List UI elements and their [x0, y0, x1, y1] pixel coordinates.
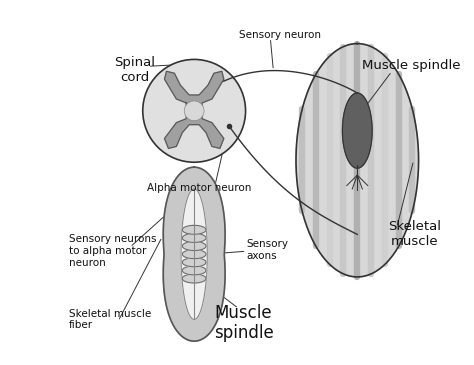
Text: Skeletal muscle
fiber: Skeletal muscle fiber [69, 308, 151, 330]
Circle shape [143, 59, 246, 162]
Polygon shape [342, 93, 372, 168]
Text: Muscle spindle: Muscle spindle [363, 59, 461, 72]
Polygon shape [182, 225, 206, 234]
Polygon shape [164, 71, 224, 149]
Text: Spinal
cord: Spinal cord [114, 57, 155, 84]
Text: Sensory neuron: Sensory neuron [239, 30, 321, 40]
Polygon shape [181, 189, 207, 319]
Text: Skeletal
muscle: Skeletal muscle [388, 220, 441, 247]
Polygon shape [182, 258, 206, 267]
Text: Muscle
spindle: Muscle spindle [214, 304, 273, 342]
Polygon shape [296, 43, 419, 277]
Text: Alpha motor neuron: Alpha motor neuron [147, 183, 251, 193]
Text: Sensory
axons: Sensory axons [246, 239, 289, 261]
Polygon shape [182, 266, 206, 275]
Polygon shape [163, 167, 225, 341]
Polygon shape [182, 234, 206, 242]
Polygon shape [182, 250, 206, 259]
Text: Sensory neurons
to alpha motor
neuron: Sensory neurons to alpha motor neuron [69, 234, 156, 268]
Polygon shape [182, 274, 206, 283]
Circle shape [184, 101, 204, 121]
Polygon shape [182, 242, 206, 250]
